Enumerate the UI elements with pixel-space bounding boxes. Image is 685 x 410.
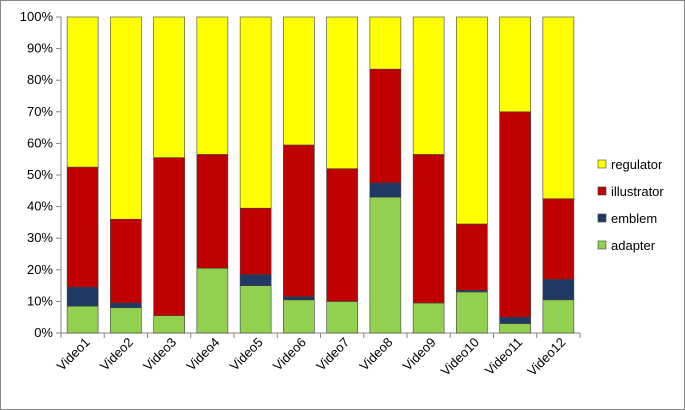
bar-segment-emblem	[239, 274, 272, 286]
x-axis-ticks: Video1 Video2 Video3 Video4 Video5 Video6 Vide…	[54, 333, 581, 379]
bar-segment-illustrator	[66, 166, 99, 288]
bar-segment-adapter	[542, 299, 575, 334]
legend-label-regulator: regulator	[611, 157, 663, 172]
x-tick-label: Video8	[356, 335, 395, 374]
bar-segment-emblem	[369, 182, 402, 198]
bar-segment-adapter	[412, 302, 445, 334]
bar-segment-illustrator	[369, 68, 402, 184]
bar-segment-regulator	[153, 16, 185, 158]
x-tick-label: Video5	[227, 335, 266, 374]
y-tick-label: 0%	[34, 325, 53, 340]
bar-segment-regulator	[369, 16, 402, 70]
bar-segment-regulator	[499, 16, 531, 113]
bar-segment-regulator	[326, 16, 358, 169]
bar-segment-regulator	[239, 16, 272, 209]
y-tick-label: 20%	[27, 262, 53, 277]
bar-segment-adapter	[239, 285, 272, 334]
y-tick-label: 60%	[27, 135, 53, 150]
bar-segment-regulator	[66, 16, 99, 168]
legend-label-emblem: emblem	[611, 211, 657, 226]
legend-label-illustrator: illustrator	[611, 184, 664, 199]
y-tick-label: 40%	[27, 199, 53, 214]
y-tick-label: 100%	[20, 9, 54, 24]
legend-swatch-regulator	[597, 159, 607, 169]
x-tick-label: Video12	[524, 335, 568, 379]
bar-segment-illustrator	[196, 154, 229, 269]
bar-segment-regulator	[412, 16, 445, 155]
x-tick-label: Video11	[482, 335, 525, 378]
bar-segment-emblem	[542, 278, 575, 301]
bar-segment-illustrator	[110, 218, 142, 304]
bar-segment-illustrator	[283, 144, 315, 297]
bar-segment-adapter	[456, 291, 488, 334]
x-tick-label: Video2	[97, 335, 136, 374]
bar-segment-emblem	[283, 296, 315, 301]
bar-segment-adapter	[326, 301, 358, 334]
x-tick-label: Video9	[400, 335, 439, 374]
y-axis-ticks: 0% 10% 20% 30% 40% 50% 60% 70% 80% 90% 100%	[20, 9, 61, 340]
bar-segment-adapter	[66, 305, 99, 334]
bar-segment-adapter	[110, 307, 142, 334]
chart-bars	[66, 16, 575, 334]
bar-segment-adapter	[369, 196, 402, 334]
y-tick-label: 90%	[27, 41, 53, 56]
x-tick-label: Video3	[140, 335, 179, 374]
bar-segment-illustrator	[499, 111, 531, 318]
bar-segment-emblem	[66, 286, 99, 307]
bar-segment-regulator	[542, 16, 575, 199]
legend-swatch-emblem	[597, 213, 607, 223]
x-tick-label: Video10	[438, 335, 482, 379]
y-tick-label: 70%	[27, 104, 53, 119]
chart-legend: regulator illustrator emblem adapter	[597, 157, 664, 253]
y-tick-label: 30%	[27, 230, 53, 245]
bar-segment-adapter	[283, 299, 315, 334]
bar-segment-illustrator	[456, 223, 488, 291]
x-tick-label: Video4	[183, 335, 222, 374]
bar-segment-regulator	[196, 16, 229, 155]
y-tick-label: 80%	[27, 72, 53, 87]
legend-swatch-illustrator	[597, 186, 607, 196]
bar-segment-adapter	[196, 267, 229, 334]
bar-segment-adapter	[499, 323, 531, 334]
bar-segment-illustrator	[326, 168, 358, 302]
bar-segment-regulator	[283, 16, 315, 146]
bar-segment-emblem	[110, 302, 142, 309]
bar-segment-adapter	[153, 315, 185, 334]
legend-swatch-adapter	[597, 240, 607, 250]
x-tick-label: Video7	[313, 335, 352, 374]
bar-segment-regulator	[110, 16, 142, 220]
y-tick-label: 10%	[27, 293, 53, 308]
x-tick-label: Video6	[270, 335, 309, 374]
bar-segment-illustrator	[412, 154, 445, 304]
bar-segment-illustrator	[542, 198, 575, 280]
x-tick-label: Video1	[54, 335, 93, 374]
legend-label-adapter: adapter	[611, 238, 656, 253]
y-tick-label: 50%	[27, 167, 53, 182]
bar-segment-illustrator	[153, 157, 185, 316]
bar-segment-illustrator	[239, 207, 272, 275]
bar-segment-regulator	[456, 16, 488, 225]
bar-segment-emblem	[499, 316, 531, 324]
